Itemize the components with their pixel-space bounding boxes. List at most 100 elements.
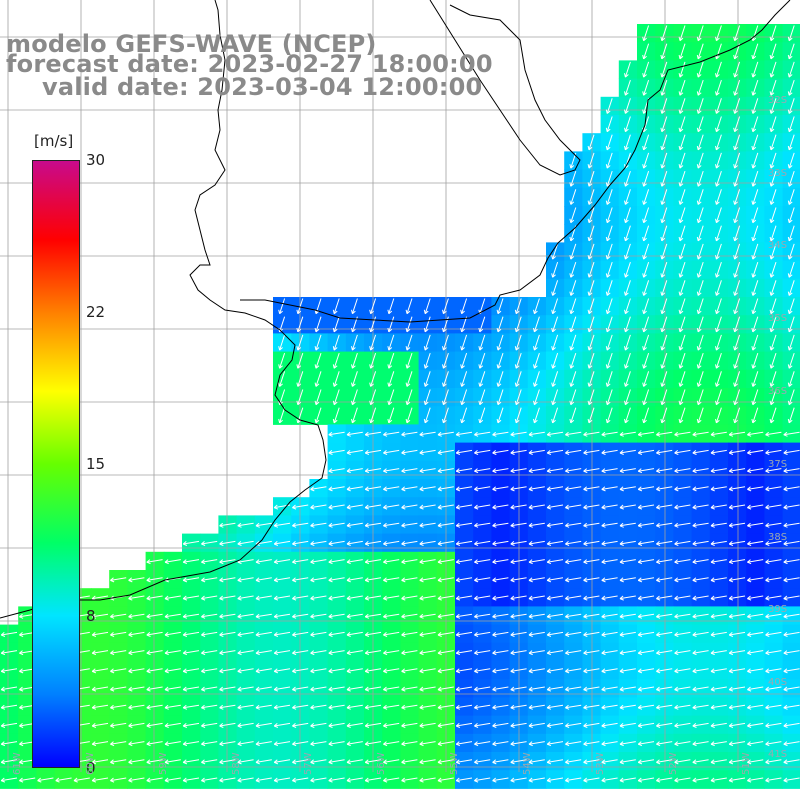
wind-arrow-head <box>588 347 593 351</box>
wind-arrow-head <box>747 723 751 727</box>
wind-arrow-head <box>255 632 260 636</box>
wind-arrow-head <box>752 401 757 406</box>
wind-arrow <box>437 486 454 490</box>
wind-arrow-head <box>674 541 679 545</box>
wind-arrow-head <box>674 488 679 492</box>
wind-arrow <box>547 668 564 672</box>
wind-arrow <box>734 134 741 151</box>
wind-arrow-head <box>734 365 738 369</box>
wind-arrow-head <box>456 634 461 637</box>
wind-arrow-head <box>565 613 569 618</box>
wind-arrow <box>679 261 686 278</box>
wind-arrow-head <box>110 598 115 601</box>
wind-arrow <box>55 777 72 782</box>
wind-arrow <box>692 486 709 490</box>
wind-arrow-head <box>273 686 278 690</box>
wind-arrow <box>715 334 722 351</box>
wind-arrow-head <box>765 541 770 545</box>
wind-arrow <box>770 243 777 260</box>
wind-arrow <box>679 316 686 333</box>
wind-arrow <box>783 686 800 691</box>
wind-arrow-head <box>437 561 442 565</box>
wind-arrow-head <box>479 328 484 333</box>
wind-arrow <box>456 777 473 782</box>
wind-arrow <box>1 777 18 782</box>
wind-arrow-head <box>310 707 315 710</box>
wind-arrow-head <box>765 723 770 727</box>
wind-arrow <box>697 389 704 405</box>
wind-arrow-head <box>733 364 736 369</box>
wind-arrow <box>674 759 691 763</box>
wind-arrow-head <box>642 200 645 205</box>
wind-arrow <box>570 189 577 205</box>
wind-arrow <box>510 486 527 490</box>
wind-arrow-head <box>728 431 733 436</box>
wind-arrow-head <box>146 613 151 618</box>
wind-arrow-head <box>692 559 697 563</box>
wind-arrow-head <box>310 507 315 510</box>
wind-arrow <box>783 449 800 454</box>
wind-arrow <box>697 371 704 387</box>
wind-arrow-head <box>0 741 5 745</box>
wind-arrow-head <box>752 110 757 114</box>
wind-arrow-head <box>419 452 424 455</box>
wind-arrow-head <box>770 328 775 333</box>
wind-arrow-head <box>405 346 408 351</box>
wind-arrow-head <box>605 145 608 151</box>
wind-arrow-head <box>310 670 315 674</box>
wind-arrow <box>624 116 631 132</box>
wind-arrow <box>328 650 345 654</box>
wind-arrow <box>292 577 309 581</box>
wind-arrow <box>528 722 545 727</box>
wind-arrow-head <box>619 561 624 565</box>
wind-arrow-head <box>565 743 570 747</box>
wind-arrow-head <box>674 632 679 636</box>
wind-arrow-head <box>751 400 754 405</box>
wind-arrow-head <box>788 401 793 406</box>
wind-arrow <box>401 759 418 763</box>
wind-arrow <box>619 468 636 472</box>
wind-arrow-head <box>624 255 626 260</box>
wind-arrow-head <box>747 541 751 545</box>
wind-arrow-head <box>332 382 335 387</box>
wind-arrow-head <box>638 670 643 674</box>
wind-arrow-head <box>292 616 297 619</box>
wind-arrow-head <box>219 761 224 765</box>
wind-arrow-head <box>91 777 96 781</box>
wind-arrow <box>479 334 486 351</box>
wind-arrow <box>715 280 722 296</box>
wind-arrow-head <box>364 668 369 672</box>
wind-arrow-head <box>164 689 169 692</box>
wind-arrow <box>274 704 291 709</box>
wind-arrow <box>624 243 631 260</box>
wind-arrow-head <box>292 561 297 565</box>
wind-arrow-head <box>273 541 278 545</box>
wind-arrow-head <box>328 507 333 510</box>
wind-arrow <box>292 650 309 654</box>
wind-arrow-head <box>692 595 697 599</box>
wind-arrow-head <box>656 670 661 674</box>
wind-arrow-head <box>625 365 629 369</box>
wind-arrow-head <box>383 780 388 783</box>
wind-arrow-head <box>660 236 663 242</box>
wind-arrow-head <box>643 383 647 387</box>
wind-arrow <box>333 352 340 369</box>
wind-arrow <box>624 98 631 114</box>
wind-arrow <box>679 189 686 205</box>
wind-arrow-head <box>642 236 645 242</box>
wind-arrow-head <box>510 777 515 781</box>
wind-arrow-head <box>783 595 788 599</box>
wind-arrow <box>528 613 545 618</box>
wind-arrow-head <box>274 670 279 674</box>
wind-arrow-head <box>788 146 793 151</box>
wind-arrow-head <box>419 579 424 583</box>
wind-arrow-head <box>733 91 736 96</box>
wind-arrow-head <box>110 725 115 728</box>
wind-arrow <box>606 389 613 405</box>
wind-arrow <box>788 225 795 242</box>
wind-arrow-head <box>364 504 369 508</box>
wind-arrow-head <box>565 561 570 565</box>
wind-arrow-head <box>310 741 315 745</box>
wind-arrow-head <box>164 704 169 709</box>
wind-arrow-head <box>497 365 502 369</box>
